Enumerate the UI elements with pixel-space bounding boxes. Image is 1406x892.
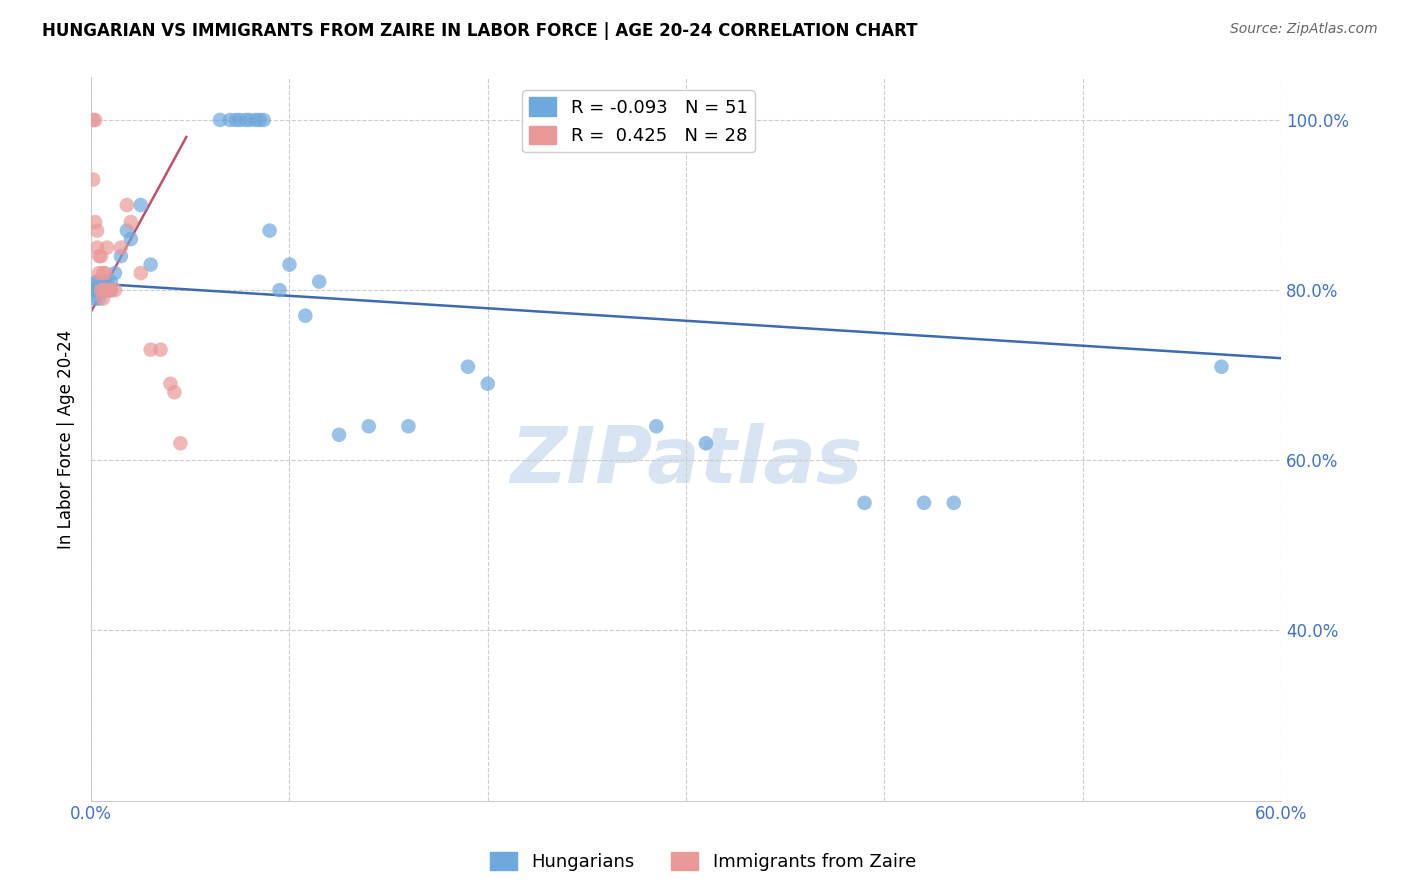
Point [98,283,121,297]
Legend: Hungarians, Immigrants from Zaire: Hungarians, Immigrants from Zaire [482,845,924,879]
Point [225,113,247,128]
Point [98,283,121,297]
Point [163,385,186,400]
Point [84,215,107,229]
Point [86,283,108,297]
Point [91,283,114,297]
Point [219,113,242,128]
Point [91,283,114,297]
Point [695,436,717,450]
Legend: R = -0.093   N = 51, R =  0.425   N = 28: R = -0.093 N = 51, R = 0.425 N = 28 [522,90,755,153]
Point [86,275,108,289]
Point [94,266,117,280]
Point [100,283,122,297]
Point [209,113,232,128]
Point [645,419,668,434]
Point [84,292,107,306]
Point [82,113,104,128]
Point [308,275,330,289]
Point [853,496,876,510]
Point [94,283,117,297]
Point [235,113,257,128]
Point [149,343,172,357]
Point [278,258,301,272]
Point [120,215,142,229]
Point [91,266,114,280]
Point [84,283,107,297]
Point [294,309,316,323]
Point [87,292,110,306]
Point [87,266,110,280]
Point [90,283,112,297]
Point [87,283,110,297]
Point [100,283,122,297]
Point [96,283,118,297]
Point [82,283,104,297]
Point [86,241,108,255]
Point [477,376,499,391]
Point [87,249,110,263]
Point [169,436,191,450]
Point [396,419,419,434]
Point [139,258,162,272]
Point [942,496,965,510]
Point [239,113,262,128]
Point [86,224,108,238]
Point [96,275,118,289]
Text: ZIPatlas: ZIPatlas [510,423,862,499]
Point [104,266,127,280]
Point [96,241,118,255]
Point [91,292,114,306]
Point [115,224,138,238]
Text: Source: ZipAtlas.com: Source: ZipAtlas.com [1230,22,1378,37]
Point [129,266,152,280]
Point [90,283,112,297]
Point [100,275,122,289]
Text: HUNGARIAN VS IMMIGRANTS FROM ZAIRE IN LABOR FORCE | AGE 20-24 CORRELATION CHART: HUNGARIAN VS IMMIGRANTS FROM ZAIRE IN LA… [42,22,918,40]
Point [110,249,132,263]
Point [139,343,162,357]
Point [249,113,271,128]
Point [90,249,112,263]
Point [110,241,132,255]
Point [328,427,350,442]
Point [90,275,112,289]
Point [159,376,181,391]
Point [1211,359,1233,374]
Point [259,224,281,238]
Point [90,283,112,297]
Point [912,496,935,510]
Point [129,198,152,212]
Point [94,275,117,289]
Point [357,419,380,434]
Point [245,113,267,128]
Point [84,113,107,128]
Point [253,113,276,128]
Point [120,232,142,246]
Point [86,275,108,289]
Point [82,172,104,186]
Point [91,283,114,297]
Y-axis label: In Labor Force | Age 20-24: In Labor Force | Age 20-24 [58,329,75,549]
Point [269,283,291,297]
Point [104,283,127,297]
Point [229,113,252,128]
Point [94,283,117,297]
Point [115,198,138,212]
Point [457,359,479,374]
